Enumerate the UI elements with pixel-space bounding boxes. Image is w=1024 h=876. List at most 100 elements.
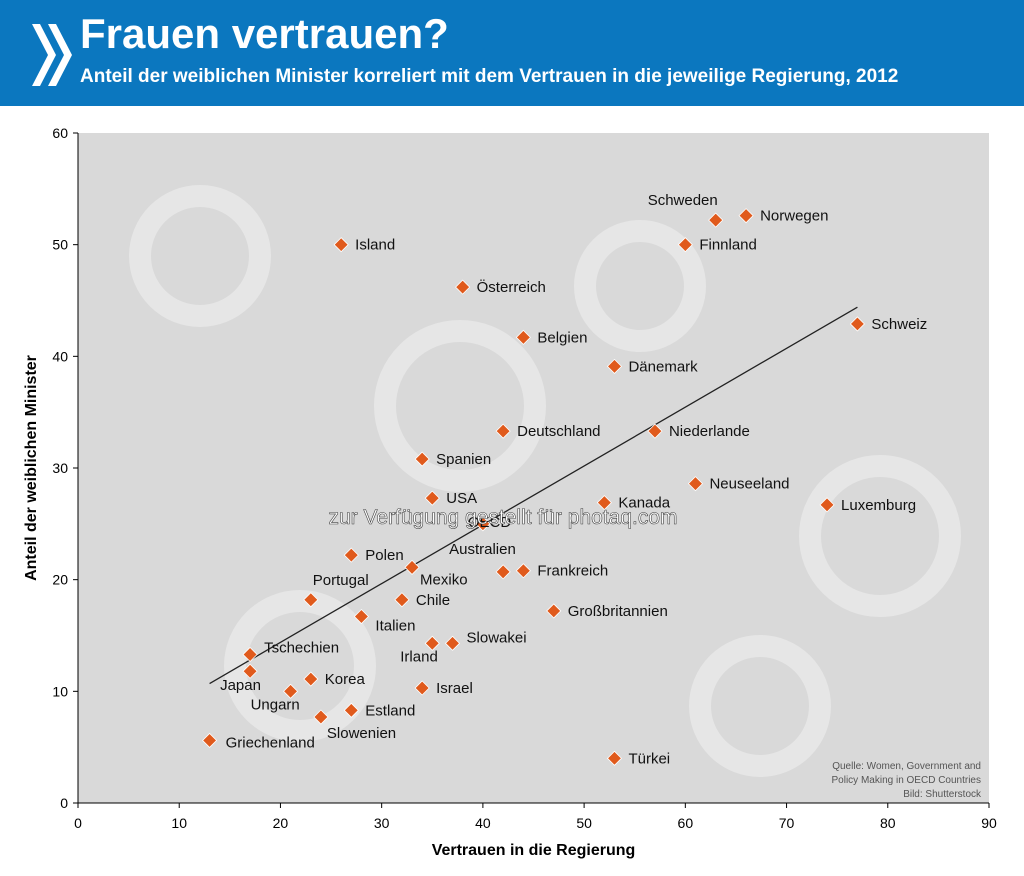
data-point-label: Mexiko (420, 571, 468, 588)
data-point-marker (242, 646, 258, 663)
data-point-label: Slowakei (467, 629, 527, 646)
chevron-logo-icon (32, 24, 72, 86)
data-point-marker (202, 732, 218, 749)
data-point-label: Türkei (628, 750, 670, 767)
data-point-label: Island (355, 237, 395, 254)
x-tick-label: 40 (475, 815, 491, 831)
background-symbols (129, 185, 961, 777)
data-point-label: Spanien (436, 451, 491, 468)
data-point-label: USA (446, 490, 477, 507)
scatter-chart: 0 10 20 30 40 50 60 70 80 90 0 10 20 30 40 50 60 Island S… (23, 125, 997, 859)
data-point-label: Tschechien (264, 639, 339, 656)
data-point-marker (495, 423, 511, 439)
data-point-marker (242, 663, 258, 679)
data-point-marker (353, 608, 369, 625)
page-title: Frauen vertrauen? (80, 10, 449, 57)
data-point-marker (687, 476, 704, 492)
y-tick-label: 50 (52, 237, 68, 253)
data-point-marker (606, 358, 623, 374)
data-point-marker (283, 683, 299, 699)
data-point-label: Australien (449, 541, 516, 558)
watermark: zur Verfügung gestellt für photaq.com (328, 506, 677, 529)
data-point-label: Schweiz (871, 316, 927, 333)
data-point-label: Österreich (477, 278, 546, 296)
x-tick-label: 0 (74, 815, 82, 831)
data-point-marker (677, 237, 693, 253)
data-point-label: OECD (468, 514, 512, 531)
source-note: Quelle: Women, Government and Policy Maki… (832, 761, 983, 800)
data-point-marker (444, 635, 461, 651)
data-point-marker (424, 490, 440, 506)
data-point-marker (333, 237, 349, 253)
trendline (209, 306, 858, 685)
y-tick-label: 10 (52, 683, 68, 699)
data-point-label: Chile (416, 592, 450, 609)
x-tick-label: 30 (374, 815, 390, 831)
data-point-marker (819, 497, 835, 513)
data-point-label: Luxemburg (841, 497, 916, 514)
data-point-marker (546, 603, 562, 619)
data-point-marker (303, 671, 319, 687)
data-point-label: Irland (400, 648, 438, 665)
y-tick-label: 40 (52, 348, 68, 364)
x-tick-label: 50 (576, 815, 592, 831)
x-tick-label: 20 (273, 815, 289, 831)
data-point-marker (414, 680, 430, 696)
y-tick-label: 0 (60, 795, 68, 811)
data-point-label: Slowenien (327, 725, 396, 742)
header: Frauen vertrauen? Anteil der weiblichen … (0, 0, 1024, 106)
data-point-marker (313, 709, 329, 725)
x-tick-label: 80 (880, 815, 896, 831)
data-point-label: Ungarn (251, 696, 300, 713)
y-tick-label: 20 (52, 572, 68, 588)
data-point-marker (606, 750, 623, 766)
data-point-marker (708, 212, 724, 228)
data-point-marker (596, 495, 612, 511)
data-point-marker (404, 559, 420, 575)
data-point-label: Frankreich (537, 563, 608, 580)
data-point-label: Niederlande (669, 423, 750, 440)
data-point-label: Schweden (648, 192, 718, 209)
data-point-label: Finnland (699, 237, 757, 254)
data-point-label: Italien (375, 618, 415, 635)
data-point-label: Deutschland (517, 423, 600, 440)
data-point-label: Norwegen (760, 208, 828, 225)
data-point-marker (343, 547, 359, 563)
data-point-marker (424, 635, 440, 651)
data-point-marker (515, 329, 531, 345)
data-point-label: Kanada (618, 495, 670, 512)
y-axis-label: Anteil der weiblichen Minister (23, 355, 40, 581)
data-point-label: Korea (325, 671, 366, 688)
y-tick-label: 60 (52, 125, 68, 141)
tick-labels: 0 10 20 30 40 50 60 70 80 90 0 10 20 30 40 50 60 (52, 125, 997, 831)
data-point-marker (394, 592, 410, 608)
data-point-label: Estland (365, 702, 415, 719)
data-point-label: Neuseeland (709, 476, 789, 493)
data-point-label: Dänemark (628, 358, 698, 375)
data-point-label: Belgien (537, 329, 587, 346)
data-point-label: Japan (220, 677, 261, 694)
data-point-marker (475, 516, 491, 532)
data-point-marker (455, 279, 471, 295)
y-tick-label: 30 (52, 460, 68, 476)
data-point-marker (515, 563, 531, 579)
data-point-marker (738, 208, 754, 224)
x-tick-label: 10 (171, 815, 187, 831)
x-tick-label: 60 (678, 815, 694, 831)
x-tick-label: 70 (779, 815, 795, 831)
data-point-marker (343, 702, 359, 718)
page-subtitle: Anteil der weiblichen Minister korrelier… (80, 66, 899, 87)
data-point-marker (647, 423, 663, 439)
data-point-label: Polen (365, 547, 403, 564)
data-point-label: Großbritannien (568, 603, 668, 620)
data-point-marker (495, 564, 511, 580)
data-point-marker (414, 451, 430, 467)
data-point-label: Israel (436, 680, 473, 697)
axes (73, 132, 990, 808)
data-point-marker (303, 592, 319, 608)
data-point-label: Portugal (313, 572, 369, 589)
source-line: Bild: Shutterstock (903, 789, 982, 800)
data-point-marker (849, 316, 865, 332)
x-axis-label: Vertrauen in die Regierung (432, 842, 636, 859)
